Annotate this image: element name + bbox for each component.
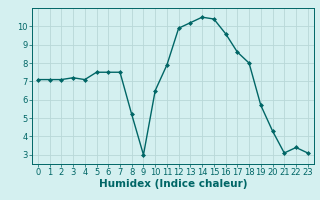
X-axis label: Humidex (Indice chaleur): Humidex (Indice chaleur): [99, 179, 247, 189]
